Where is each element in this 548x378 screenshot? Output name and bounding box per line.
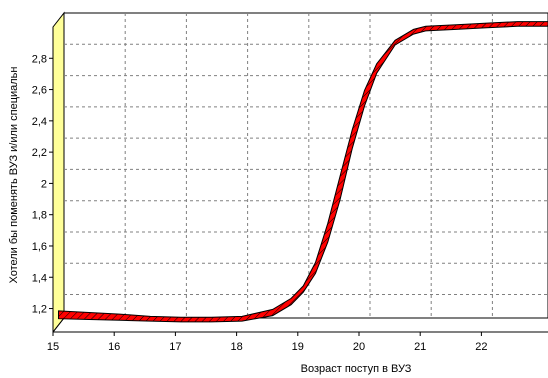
series-ribbon bbox=[58, 21, 548, 323]
y-tick-label: 2,6 bbox=[32, 85, 47, 97]
y-tick-label: 1,6 bbox=[32, 241, 47, 253]
y-axis-title: Хотели бы поменять ВУЗ и/или специальн bbox=[8, 67, 20, 284]
y-tick-label: 1,8 bbox=[32, 210, 47, 222]
y-axis-ticks: 1,2 1,4 1,6 1,8 2 2,2 2,4 2,6 2,8 bbox=[32, 53, 53, 316]
x-axis-title: Возраст поступ в ВУЗ bbox=[301, 363, 412, 375]
x-tick-label: 17 bbox=[169, 341, 181, 353]
y-tick-label: 1,2 bbox=[32, 304, 47, 316]
plot-area bbox=[63, 12, 548, 319]
x-tick-label: 19 bbox=[292, 341, 304, 353]
x-tick-label: 21 bbox=[414, 341, 426, 353]
y-tick-label: 2 bbox=[41, 178, 47, 190]
x-axis-ticks: 15 16 17 18 19 20 21 22 bbox=[47, 332, 488, 353]
y-tick-label: 1,4 bbox=[32, 272, 47, 284]
x-tick-label: 20 bbox=[353, 341, 365, 353]
y-tick-label: 2,4 bbox=[32, 116, 47, 128]
x-tick-label: 15 bbox=[47, 341, 59, 353]
x-tick-label: 18 bbox=[230, 341, 242, 353]
series-band bbox=[58, 21, 548, 323]
floor-edge bbox=[52, 317, 65, 333]
y-tick-label: 2,8 bbox=[32, 53, 47, 65]
chart-side-wall bbox=[52, 11, 65, 334]
grid bbox=[64, 13, 548, 318]
x-tick-label: 16 bbox=[108, 341, 120, 353]
x-tick-label: 22 bbox=[475, 341, 487, 353]
y-tick-label: 2,2 bbox=[32, 147, 47, 159]
